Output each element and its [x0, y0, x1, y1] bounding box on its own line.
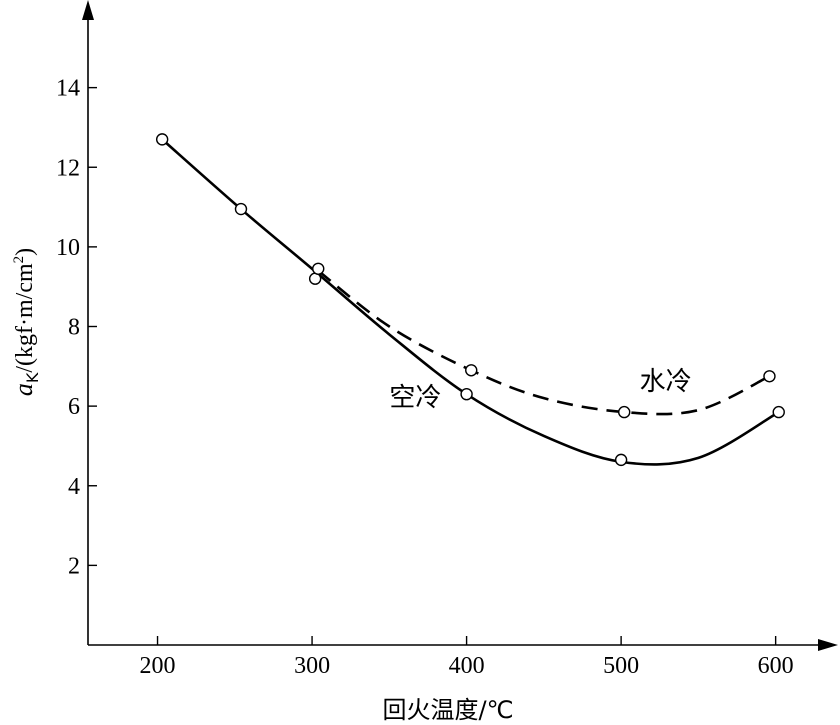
series-2-point-4 [763, 370, 776, 383]
y-tick-label-14: 14 [56, 76, 80, 102]
x-tick-label-300: 300 [294, 653, 330, 679]
x-axis-title: 回火温度/℃ [382, 696, 513, 724]
series-1-point-1 [155, 133, 169, 146]
x-tick-label-400: 400 [449, 653, 485, 679]
y-tick-label-8: 8 [68, 315, 80, 341]
series-2-point-1 [312, 262, 325, 275]
series-1-point-5 [614, 453, 628, 467]
series-1-point-6 [772, 405, 785, 419]
y-axis-title-unit: /(kgf·m/cm [12, 263, 38, 373]
y-axis-title-close: ) [12, 248, 38, 256]
series-1-point-2 [234, 202, 248, 216]
series-2-point-2 [465, 364, 478, 377]
series-annotation-1: 空冷 [389, 383, 441, 413]
y-ticks: 2 4 6 8 10 12 14 [56, 76, 97, 579]
axes [82, 0, 838, 651]
x-axis-arrow [818, 639, 838, 651]
y-axis-title-sub: K [23, 372, 42, 383]
y-tick-label-6: 6 [68, 394, 80, 420]
y-tick-label-2: 2 [68, 553, 80, 579]
series-layer [155, 133, 785, 467]
x-tick-label-600: 600 [758, 653, 794, 679]
y-tick-label-12: 12 [56, 155, 80, 181]
y-tick-label-10: 10 [56, 235, 80, 261]
y-axis-title-main: a [9, 383, 38, 396]
x-tick-label-200: 200 [140, 653, 176, 679]
y-tick-label-4: 4 [68, 474, 80, 500]
series-line-2 [317, 269, 771, 416]
annotation-layer: 空冷 水冷 [389, 367, 691, 413]
y-axis-arrow [82, 0, 94, 20]
y-axis-title: aK/(kgf·m/cm2) [9, 248, 42, 396]
y-axis-title-sup: 2 [11, 256, 27, 264]
series-1-point-4 [460, 387, 473, 401]
series-annotation-2: 水冷 [640, 367, 692, 397]
series-line-1 [161, 138, 780, 466]
x-ticks: 200 300 400 500 600 [140, 636, 794, 679]
series-2-point-3 [618, 405, 631, 419]
x-tick-label-500: 500 [603, 653, 639, 679]
